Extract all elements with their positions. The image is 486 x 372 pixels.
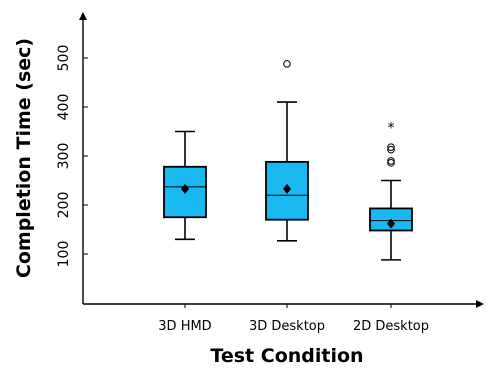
outlier-point <box>387 159 395 167</box>
mean-marker <box>283 183 291 194</box>
y-axis-title: Completion Time (sec) <box>13 38 35 278</box>
outlier-point <box>283 60 291 68</box>
box-group <box>265 60 309 242</box>
axes <box>79 12 484 308</box>
x-axis-title: Test Condition <box>210 345 363 367</box>
y-tick-label: 400 <box>56 94 72 121</box>
x-tick-label: 2D Desktop <box>353 319 429 334</box>
y-tick-label: 300 <box>56 143 72 170</box>
y-tick-labels: 100 200 300 400 500 <box>56 45 72 268</box>
y-axis-arrow <box>79 12 87 20</box>
x-tick-label: 3D HMD <box>158 319 211 334</box>
y-tick-label: 200 <box>56 192 72 219</box>
box-group: * <box>369 121 413 261</box>
mean-marker <box>387 218 395 229</box>
y-tick-label: 500 <box>56 45 72 72</box>
x-tick-labels: 3D HMD 3D Desktop 2D Desktop <box>158 319 429 334</box>
extreme-point: * <box>388 121 395 137</box>
outlier-point <box>387 143 395 151</box>
x-tick-label: 3D Desktop <box>249 319 325 334</box>
x-axis-arrow <box>476 300 484 308</box>
outlier-point <box>387 157 395 165</box>
y-tick-label: 100 <box>56 241 72 268</box>
outlier-point <box>387 145 395 154</box>
mean-marker <box>181 183 189 194</box>
box-group <box>163 130 207 241</box>
boxes: * <box>163 60 413 261</box>
